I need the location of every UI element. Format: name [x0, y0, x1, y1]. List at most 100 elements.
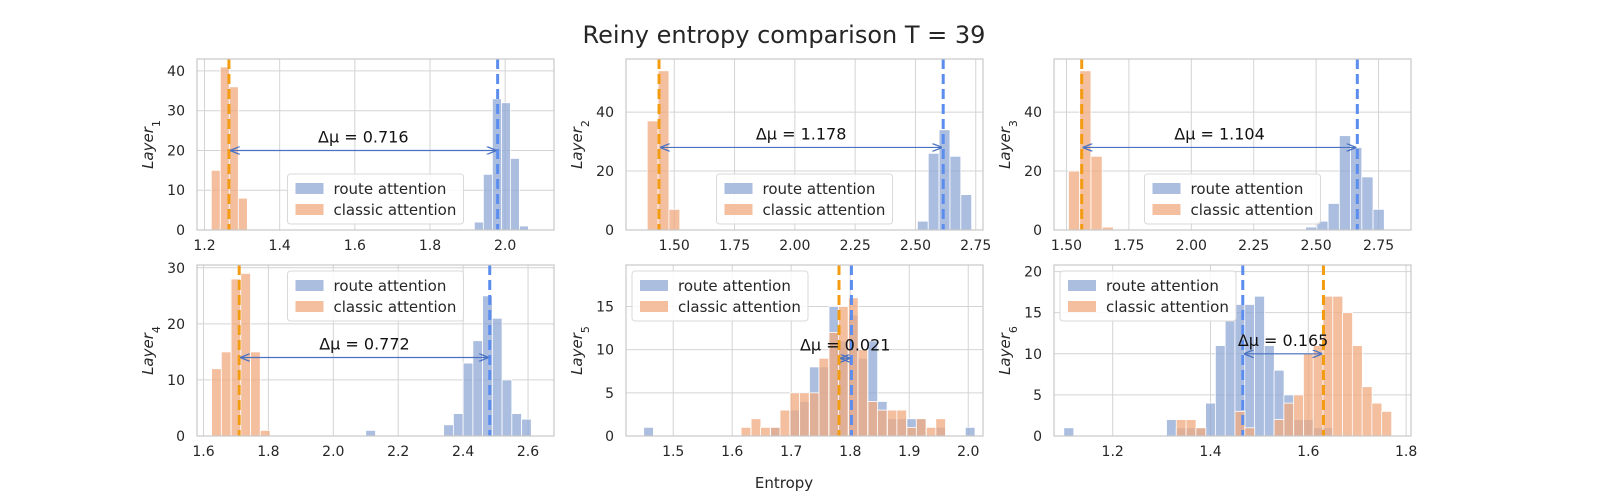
y-axis-label-base: Layer: [139, 126, 157, 169]
route-bar: [1263, 345, 1275, 437]
classic-bar: [1244, 427, 1256, 437]
legend-label-classic: classic attention: [1191, 201, 1314, 219]
delta-mean-label: Δμ = 0.772: [319, 335, 410, 354]
x-tick-label: 1.6: [344, 238, 366, 254]
x-tick-label: 2.25: [1238, 238, 1269, 254]
legend-swatch-route: [724, 183, 753, 194]
legend: route attention classic attention: [1059, 270, 1237, 322]
axes-frame: [625, 264, 984, 437]
classic-bar: [1332, 295, 1344, 437]
classic-bar: [876, 409, 888, 437]
legend-box: [1059, 270, 1237, 322]
y-tick-label: 0: [1033, 223, 1042, 239]
y-tick-label: 15: [1024, 306, 1042, 322]
x-tick-label: 1.8: [419, 238, 441, 254]
delta-mean-label: Δμ = 1.178: [756, 124, 847, 143]
y-tick-label: 5: [605, 386, 614, 402]
delta-mean-label: Δμ = 0.165: [1238, 331, 1329, 350]
y-tick-label: 0: [605, 223, 614, 239]
route-bar: [1338, 135, 1351, 231]
classic-bar: [1303, 353, 1314, 437]
x-tick-label: 1.5: [662, 444, 684, 460]
classic-bar: [1090, 155, 1103, 231]
legend-box: [1144, 173, 1321, 225]
x-tick-label: 1.2: [1102, 444, 1124, 460]
classic-bar: [1293, 394, 1305, 437]
axes-frame: [625, 58, 984, 231]
classic-bar: [1068, 170, 1081, 231]
route-bar: [511, 413, 522, 437]
route-bar: [964, 426, 976, 437]
legend-label-classic: classic attention: [1106, 298, 1229, 316]
legend-swatch-classic: [295, 204, 324, 215]
y-axis-label: Layer5: [568, 326, 592, 375]
legend-swatch-classic: [1068, 301, 1096, 312]
x-tick-label: 2.00: [1176, 238, 1207, 254]
classic-bar: [211, 368, 222, 437]
route-bar: [1224, 320, 1236, 437]
y-axis-label-subscript: 6: [1007, 326, 1020, 333]
classic-bar: [818, 357, 830, 437]
y-axis-label: Layer4: [139, 326, 163, 375]
axes-frame: [196, 58, 555, 231]
y-tick-label: 0: [605, 429, 614, 445]
classic-bar: [779, 409, 791, 437]
route-bar: [521, 418, 532, 437]
classic-bar: [1185, 419, 1197, 437]
y-axis-label: Layer3: [996, 120, 1020, 169]
delta-mean-label: Δμ = 0.716: [318, 127, 409, 146]
legend-label-route: route attention: [1191, 180, 1304, 198]
classic-bar: [906, 426, 918, 437]
x-tick-label: 2.25: [840, 238, 871, 254]
route-bar: [443, 424, 454, 437]
classic-bar: [237, 197, 248, 231]
y-tick-label: 0: [176, 429, 185, 445]
y-axis-label-subscript: 1: [150, 120, 163, 127]
classic-bar: [935, 418, 946, 437]
route-bar: [462, 362, 474, 437]
figure-title: Reiny entropy comparison T = 39: [583, 21, 986, 49]
y-tick-label: 20: [596, 164, 614, 180]
y-axis-label-base: Layer: [568, 126, 586, 169]
y-tick-label: 0: [176, 223, 185, 239]
axes-frame: [1053, 264, 1412, 437]
x-tick-label: 2.50: [1301, 238, 1332, 254]
y-tick-label: 10: [167, 373, 185, 389]
y-axis-label-subscript: 3: [1007, 120, 1020, 127]
route-bar: [491, 317, 503, 437]
y-tick-label: 40: [167, 64, 185, 80]
x-tick-label: 1.6: [192, 444, 214, 460]
y-axis-label: Layer2: [568, 120, 592, 169]
delta-mean-label: Δμ = 1.104: [1174, 124, 1265, 143]
classic-bar: [668, 208, 681, 231]
y-tick-label: 20: [1024, 265, 1042, 281]
legend: route attention classic attention: [287, 173, 464, 225]
axes-frame: [1053, 58, 1412, 231]
x-tick-label: 2.2: [387, 444, 409, 460]
legend-swatch-classic: [1152, 204, 1181, 215]
y-axis-label-subscript: 4: [150, 326, 163, 333]
y-tick-label: 5: [1033, 388, 1042, 404]
legend-swatch-route: [640, 280, 668, 291]
legend: route attention classic attention: [1144, 173, 1321, 225]
classic-bar: [1283, 402, 1295, 437]
y-tick-label: 10: [1024, 347, 1042, 363]
classic-bar: [1342, 312, 1353, 437]
classic-bar: [646, 120, 659, 231]
route-bar: [949, 155, 962, 231]
route-bar: [510, 158, 520, 231]
classic-bar: [925, 426, 937, 437]
x-tick-label: 1.50: [659, 238, 690, 254]
legend-box: [631, 270, 809, 322]
classic-bar: [857, 349, 869, 437]
legend-swatch-classic: [640, 301, 668, 312]
subplot-layer-6: Δμ = 0.165 1.2 1.4 1.6 1.8 0 5 10 15 20 Layer6 rout…: [996, 264, 1417, 460]
classic-bar: [750, 418, 762, 437]
x-tick-label: 1.8: [1395, 444, 1417, 460]
classic-bar: [210, 169, 221, 231]
classic-bar: [867, 401, 879, 437]
classic-bar: [799, 392, 810, 437]
y-axis-label-base: Layer: [996, 126, 1014, 169]
route-bar: [473, 221, 484, 231]
legend-swatch-route: [295, 280, 324, 291]
